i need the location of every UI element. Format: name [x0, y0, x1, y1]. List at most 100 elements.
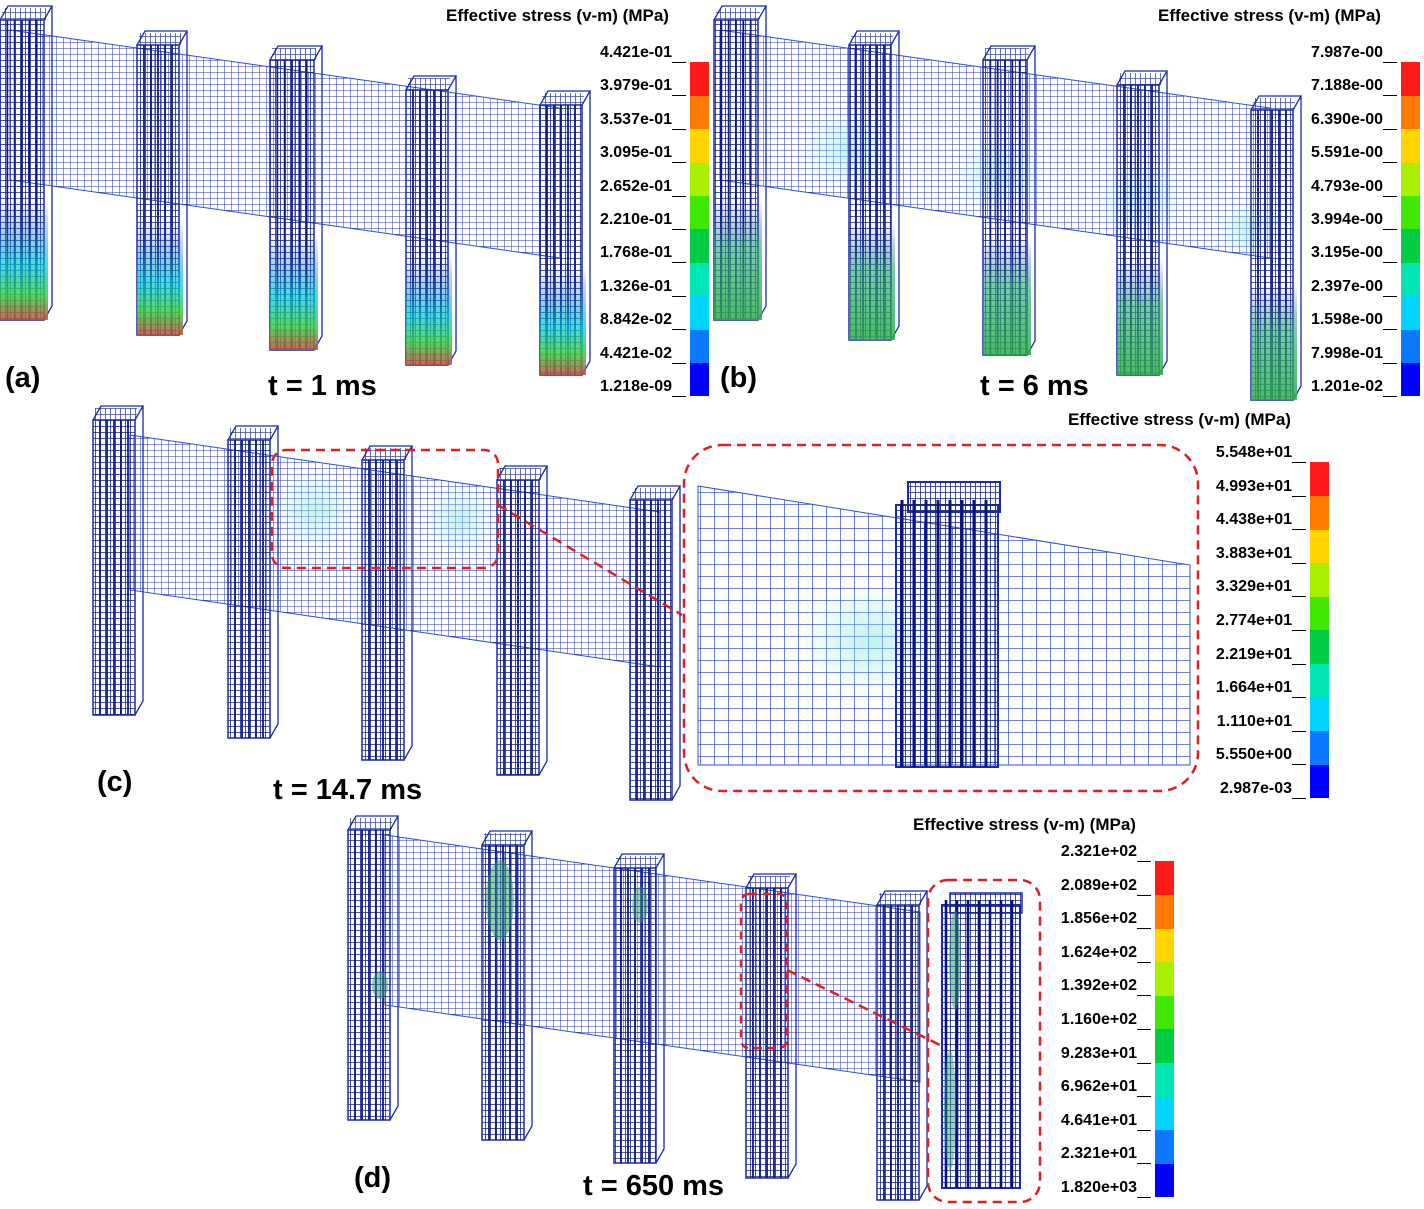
legend-color-band [690, 329, 709, 364]
legend-tick [1137, 861, 1151, 862]
legend-tick [1137, 928, 1151, 930]
panel-b-column [848, 30, 901, 341]
legend-tick [672, 62, 686, 63]
legend-color-band [1401, 229, 1420, 263]
panel-c-column [629, 485, 682, 801]
column-cap-mesh [716, 8, 760, 20]
column-stress [714, 200, 762, 320]
legend-color-band [1155, 1062, 1174, 1097]
legend-tick [1137, 1163, 1151, 1165]
legend-color-band [1310, 562, 1329, 597]
panel-c-zoom-connector [497, 503, 683, 617]
legend-color-band [1401, 195, 1420, 230]
legend-color-band [1155, 894, 1174, 929]
legend-value: 1.160e+02 [1060, 1011, 1137, 1028]
panel-d-zoom-connector [786, 968, 941, 1047]
legend-tick [672, 295, 686, 297]
legend-color-band [1401, 262, 1420, 297]
legend-tick [1137, 1129, 1151, 1131]
column-cap-mesh [1119, 73, 1161, 85]
legend-color-band [690, 62, 709, 96]
legend-value: 6.962e+01 [1060, 1078, 1137, 1096]
panel-d-zoom-frame [926, 878, 1042, 1204]
column-cap-mesh [139, 33, 181, 45]
panel-a-legend-title: Effective stress (v-m) (MPa) [446, 6, 669, 25]
legend-value: 1.326e-01 [599, 277, 672, 295]
legend-color-band [1401, 62, 1420, 96]
legend-tick [1383, 62, 1397, 63]
legend-tick [672, 95, 686, 97]
panel-a-color-scale [690, 62, 709, 397]
legend-tick [1137, 1197, 1151, 1198]
panel-a-time: t = 1 ms [268, 370, 377, 402]
legend-color-band [690, 229, 709, 263]
legend-value: 3.329e+01 [1215, 578, 1292, 596]
legend-value: 1.392e+02 [1060, 977, 1137, 995]
panel-c-column [361, 445, 414, 761]
legend-color-band [1310, 764, 1329, 799]
legend-value: 6.390e-00 [1310, 110, 1383, 128]
legend-tick [672, 262, 686, 264]
column-cap-mesh [1253, 98, 1295, 110]
column-cap-mesh [350, 818, 392, 830]
legend-value: 2.089e+02 [1060, 876, 1137, 894]
panel-c-column [227, 425, 280, 739]
legend-color-band [1310, 462, 1329, 497]
panel-b-legend-title: Effective stress (v-m) (MPa) [1158, 6, 1381, 25]
legend-value: 2.219e+01 [1215, 645, 1292, 663]
legend-color-band [1401, 128, 1420, 163]
column-cap-mesh [272, 48, 316, 60]
column-cap-mesh [499, 468, 541, 480]
panel-d-column [347, 815, 400, 1121]
column-cap-mesh [748, 876, 790, 888]
legend-value: 2.652e-01 [599, 177, 672, 195]
legend-color-band [1310, 697, 1329, 732]
column-stress [270, 234, 318, 350]
legend-value: 7.188e-00 [1310, 77, 1383, 95]
legend-value: 5.548e+01 [1215, 444, 1292, 461]
panel-c-wall-stress [425, 484, 495, 556]
legend-value: 2.397e-00 [1310, 277, 1383, 295]
legend-value: 3.537e-01 [599, 110, 672, 128]
legend-value: 1.110e+01 [1216, 712, 1292, 730]
legend-tick [1383, 396, 1397, 397]
column-cap-mesh [851, 33, 893, 45]
legend-tick [1292, 562, 1306, 564]
panel-d-legend-title: Effective stress (v-m) (MPa) [913, 815, 1136, 834]
panel-c-zoom-view [697, 481, 1191, 768]
legend-value: 4.993e+01 [1215, 477, 1292, 495]
column-cap-mesh [2, 8, 46, 20]
legend-tick [672, 128, 686, 130]
panel-b-column [1116, 70, 1169, 376]
zoom-column-cage [895, 504, 999, 768]
legend-value: 4.421e-02 [599, 344, 672, 362]
legend-value: 4.438e+01 [1215, 511, 1292, 529]
legend-color-band [1310, 596, 1329, 631]
legend-value: 5.550e+00 [1215, 746, 1292, 764]
legend-tick [1292, 697, 1306, 699]
column-stress [983, 237, 1031, 355]
legend-value: 2.321e+01 [1060, 1145, 1137, 1163]
column-stress [406, 255, 452, 365]
legend-tick [1137, 1096, 1151, 1098]
legend-color-band [1155, 861, 1174, 896]
legend-value: 1.768e-01 [599, 244, 672, 262]
legend-value: 2.774e+01 [1215, 612, 1292, 629]
legend-color-band [1155, 1029, 1174, 1064]
legend-color-band [1310, 663, 1329, 698]
legend-color-band [690, 128, 709, 163]
legend-tick [1383, 295, 1397, 297]
panel-b-color-scale [1401, 62, 1420, 397]
legend-tick [1383, 195, 1397, 197]
legend-value: 7.998e-01 [1310, 344, 1383, 362]
legend-color-band [1155, 1129, 1174, 1164]
panel-d-column [613, 853, 666, 1164]
panel-c-time: t = 14.7 ms [273, 774, 423, 806]
legend-tick [1292, 764, 1306, 766]
legend-value: 2.987e-03 [1219, 780, 1292, 797]
legend-value: 4.421e-01 [599, 44, 672, 61]
panel-a-label: (a) [5, 362, 41, 394]
legend-color-band [1401, 329, 1420, 364]
legend-color-band [1310, 630, 1329, 665]
